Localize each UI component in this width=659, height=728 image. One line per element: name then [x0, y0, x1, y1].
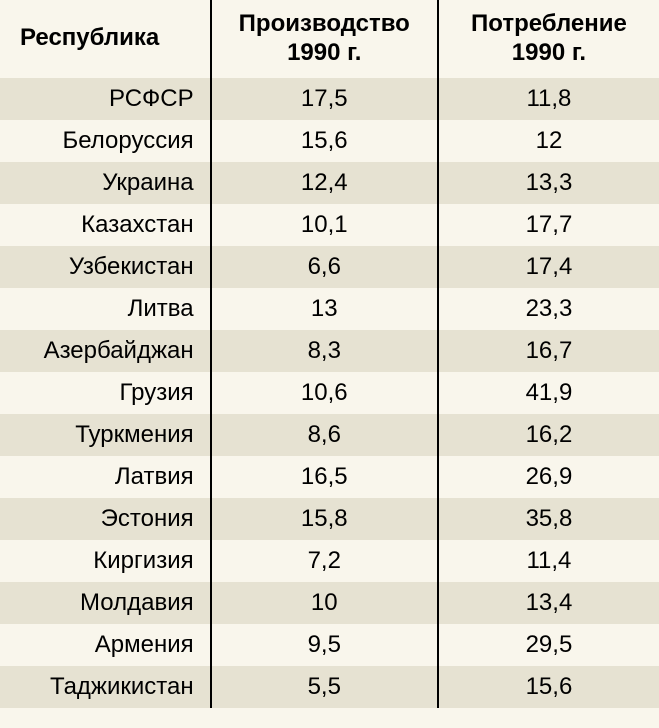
cell-production: 10,1: [211, 204, 438, 246]
cell-production: 16,5: [211, 456, 438, 498]
table-row: Белоруссия15,612: [0, 120, 659, 162]
cell-consumption: 41,9: [438, 372, 659, 414]
cell-consumption: 11,4: [438, 540, 659, 582]
cell-production: 13: [211, 288, 438, 330]
cell-production: 17,5: [211, 78, 438, 120]
table-row: Таджикистан5,515,6: [0, 666, 659, 708]
cell-republic: Армения: [0, 624, 211, 666]
table-row: Казахстан10,117,7: [0, 204, 659, 246]
cell-republic: Узбекистан: [0, 246, 211, 288]
table-row: Эстония15,835,8: [0, 498, 659, 540]
cell-production: 8,3: [211, 330, 438, 372]
cell-production: 15,8: [211, 498, 438, 540]
cell-republic: Украина: [0, 162, 211, 204]
cell-republic: Молдавия: [0, 582, 211, 624]
cell-republic: Эстония: [0, 498, 211, 540]
cell-republic: Киргизия: [0, 540, 211, 582]
cell-production: 5,5: [211, 666, 438, 708]
table-row: Украина12,413,3: [0, 162, 659, 204]
cell-consumption: 17,7: [438, 204, 659, 246]
cell-republic: Туркмения: [0, 414, 211, 456]
col-header-republic: Республика: [0, 0, 211, 78]
cell-consumption: 29,5: [438, 624, 659, 666]
cell-republic: Таджикистан: [0, 666, 211, 708]
cell-consumption: 16,7: [438, 330, 659, 372]
cell-production: 9,5: [211, 624, 438, 666]
cell-consumption: 13,3: [438, 162, 659, 204]
table-row: Грузия10,641,9: [0, 372, 659, 414]
table-header-row: Республика Производство1990 г. Потреблен…: [0, 0, 659, 78]
cell-consumption: 11,8: [438, 78, 659, 120]
cell-republic: Азербайджан: [0, 330, 211, 372]
table-row: Армения9,529,5: [0, 624, 659, 666]
cell-consumption: 16,2: [438, 414, 659, 456]
cell-production: 10,6: [211, 372, 438, 414]
cell-republic: Грузия: [0, 372, 211, 414]
col-header-production: Производство1990 г.: [211, 0, 438, 78]
cell-consumption: 15,6: [438, 666, 659, 708]
cell-consumption: 17,4: [438, 246, 659, 288]
table-row: Киргизия7,211,4: [0, 540, 659, 582]
cell-republic: Литва: [0, 288, 211, 330]
cell-production: 15,6: [211, 120, 438, 162]
table-row: РСФСР17,511,8: [0, 78, 659, 120]
cell-production: 7,2: [211, 540, 438, 582]
cell-consumption: 12: [438, 120, 659, 162]
table-row: Туркмения8,616,2: [0, 414, 659, 456]
cell-production: 8,6: [211, 414, 438, 456]
cell-consumption: 35,8: [438, 498, 659, 540]
cell-production: 12,4: [211, 162, 438, 204]
cell-republic: Белоруссия: [0, 120, 211, 162]
cell-consumption: 23,3: [438, 288, 659, 330]
col-header-consumption: Потребление1990 г.: [438, 0, 659, 78]
table-row: Молдавия1013,4: [0, 582, 659, 624]
cell-consumption: 26,9: [438, 456, 659, 498]
cell-republic: Латвия: [0, 456, 211, 498]
data-table: Республика Производство1990 г. Потреблен…: [0, 0, 659, 708]
cell-production: 10: [211, 582, 438, 624]
cell-republic: РСФСР: [0, 78, 211, 120]
table-row: Азербайджан8,316,7: [0, 330, 659, 372]
table-row: Узбекистан6,617,4: [0, 246, 659, 288]
cell-republic: Казахстан: [0, 204, 211, 246]
table-row: Латвия16,526,9: [0, 456, 659, 498]
table-row: Литва1323,3: [0, 288, 659, 330]
cell-consumption: 13,4: [438, 582, 659, 624]
cell-production: 6,6: [211, 246, 438, 288]
